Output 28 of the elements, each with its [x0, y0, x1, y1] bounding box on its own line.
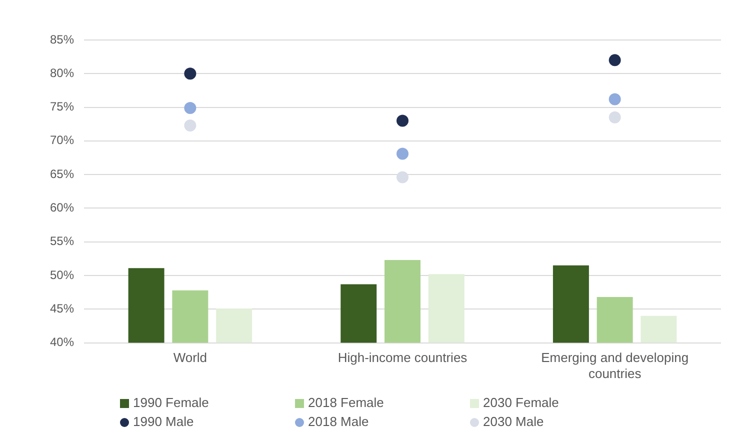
point	[184, 102, 196, 114]
y-tick-label: 75%	[50, 100, 74, 114]
y-tick-label: 45%	[50, 301, 74, 316]
x-tick-label: World	[173, 350, 208, 366]
legend-label: 2018 Male	[308, 414, 369, 429]
point	[396, 148, 409, 160]
y-tick-label: 65%	[50, 166, 74, 181]
point	[184, 68, 196, 80]
x-tick-label: High-income countries	[338, 350, 468, 366]
legend-label: 1990 Male	[133, 414, 194, 429]
legend-label: 2030 Female	[483, 395, 559, 410]
y-tick-label: 50%	[50, 268, 74, 282]
point	[184, 119, 196, 132]
y-tick-label: 60%	[50, 200, 74, 215]
x-tick-label: Emerging and developing countries	[541, 350, 689, 381]
y-tick-label: 80%	[50, 66, 74, 80]
legend-label: 2030 Male	[483, 414, 544, 429]
legend-label: 2018 Female	[308, 395, 384, 410]
point	[608, 54, 621, 66]
point	[396, 114, 409, 127]
point	[396, 171, 409, 184]
y-tick-label: 85%	[50, 32, 74, 46]
y-tick-label: 70%	[50, 133, 74, 148]
y-tick-label: 40%	[50, 335, 74, 350]
y-tick-label: 55%	[50, 234, 74, 248]
point	[608, 111, 621, 124]
legend-label: 1990 Female	[133, 395, 209, 410]
point	[608, 93, 621, 106]
